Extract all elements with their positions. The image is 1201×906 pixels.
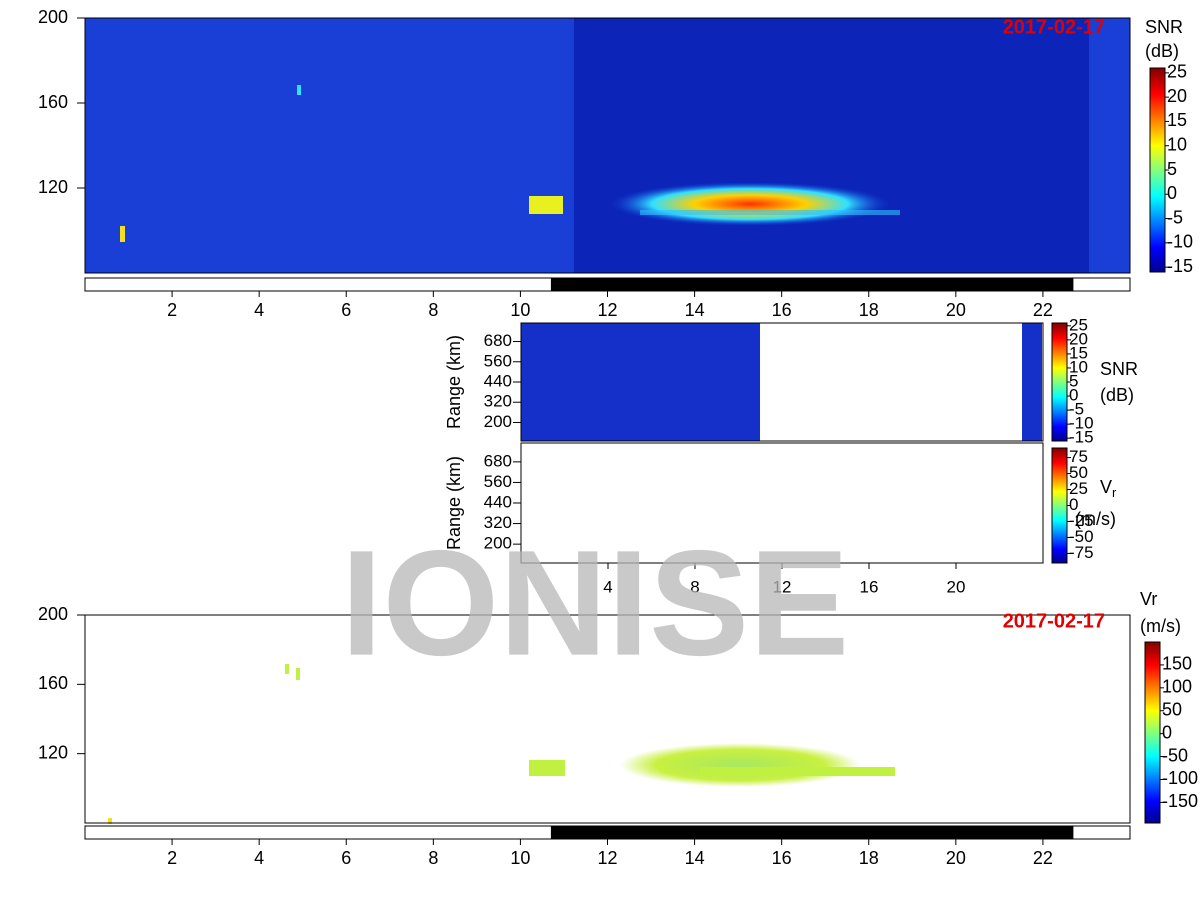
- x-tick-label: 16: [772, 848, 792, 868]
- colorbar-label-sub: r: [1112, 485, 1117, 500]
- colorbar-tick-label: 50: [1162, 699, 1182, 719]
- y-tick-label: 200: [484, 412, 512, 431]
- colorbar-tick-label: 0: [1069, 495, 1078, 514]
- y-tick-label: 200: [38, 7, 68, 27]
- x-tick-label: 22: [1033, 300, 1053, 320]
- colorbar-tick-label: 0: [1167, 183, 1177, 203]
- night-segment: [550, 278, 1074, 291]
- colorbar-tick-label: 150: [1162, 654, 1192, 674]
- colorbar-unit: (m/s): [1075, 509, 1116, 529]
- y-tick-label: 160: [38, 673, 68, 693]
- colorbar-tick-label: 25: [1069, 479, 1088, 498]
- x-tick-label: 14: [685, 300, 705, 320]
- x-tick-label: 10: [510, 848, 530, 868]
- colorbar-label: Vr: [1100, 477, 1117, 501]
- x-tick-label: 12: [597, 300, 617, 320]
- colorbar-tick-label: -150: [1162, 791, 1198, 811]
- heatmap-image: [85, 18, 1130, 824]
- colorbar: [1144, 641, 1161, 824]
- x-tick-label: 4: [254, 300, 264, 320]
- colorbar-tick-label: 5: [1167, 159, 1177, 179]
- y-tick-label: 200: [484, 534, 512, 553]
- colorbar-tick-label: 10: [1167, 134, 1187, 154]
- colorbar-tick-label: -50: [1162, 745, 1188, 765]
- plot-frame: [84, 614, 1131, 824]
- x-tick-label: 16: [860, 577, 879, 596]
- colorbar-tick-label: 25: [1069, 315, 1088, 334]
- x-tick-label: 4: [603, 577, 612, 596]
- night-segment: [550, 826, 1074, 839]
- colorbar-tick-label: -5: [1069, 400, 1084, 419]
- y-axis-label: Range (km): [444, 456, 464, 550]
- x-tick-label: 20: [946, 848, 966, 868]
- y-tick-label: 560: [484, 472, 512, 491]
- x-tick-label: 2: [167, 300, 177, 320]
- plot-frame: [84, 17, 1131, 274]
- colorbar-tick-label: -75: [1069, 543, 1094, 562]
- colorbar-label: Vr: [1140, 589, 1157, 609]
- y-tick-label: 200: [38, 604, 68, 624]
- y-tick-label: 440: [484, 371, 512, 390]
- x-tick-label: 18: [859, 300, 879, 320]
- colorbar-tick-label: 5: [1069, 371, 1078, 390]
- colorbar-tick-label: 0: [1069, 386, 1078, 405]
- x-tick-label: 20: [947, 577, 966, 596]
- colorbar-tick-label: 75: [1069, 447, 1088, 466]
- colorbar-tick-label: -25: [1069, 511, 1094, 530]
- colorbar-tick-label: 20: [1167, 86, 1187, 106]
- colorbar-tick-label: -15: [1069, 428, 1094, 447]
- x-tick-label: 8: [690, 577, 699, 596]
- colorbar-tick-label: 15: [1069, 343, 1088, 362]
- y-tick-label: 320: [484, 513, 512, 532]
- x-tick-label: 8: [428, 848, 438, 868]
- y-tick-label: 560: [484, 351, 512, 370]
- x-tick-label: 2: [167, 848, 177, 868]
- colorbar-tick-label: 10: [1069, 357, 1088, 376]
- x-tick-label: 10: [510, 300, 530, 320]
- colorbar-unit: (m/s): [1140, 616, 1181, 636]
- colorbar-tick-label: 50: [1069, 463, 1088, 482]
- y-tick-label: 440: [484, 492, 512, 511]
- colorbar-tick-label: -100: [1162, 768, 1198, 788]
- colorbar-unit: (dB): [1145, 41, 1179, 61]
- colorbar-tick-label: -10: [1167, 232, 1193, 252]
- colorbar-tick-label: 15: [1167, 110, 1187, 130]
- y-tick-label: 320: [484, 392, 512, 411]
- x-tick-label: 18: [859, 848, 879, 868]
- y-tick-label: 160: [38, 92, 68, 112]
- x-tick-label: 4: [254, 848, 264, 868]
- date-label: 2017-02-17: [1003, 16, 1105, 38]
- colorbar-unit: (dB): [1100, 385, 1134, 405]
- x-tick-label: 16: [772, 300, 792, 320]
- colorbar-tick-label: -10: [1069, 414, 1094, 433]
- x-tick-label: 6: [341, 848, 351, 868]
- colorbar: [1051, 447, 1068, 564]
- y-tick-label: 680: [484, 331, 512, 350]
- x-tick-label: 12: [773, 577, 792, 596]
- colorbar-tick-label: 20: [1069, 329, 1088, 348]
- colorbar-tick-label: -50: [1069, 527, 1094, 546]
- colorbar-tick-label: 25: [1167, 62, 1187, 82]
- colorbar-tick-label: -5: [1167, 207, 1183, 227]
- colorbar-tick-label: 100: [1162, 677, 1192, 697]
- x-tick-label: 12: [597, 848, 617, 868]
- colorbar-tick-label: -15: [1167, 256, 1193, 276]
- watermark: IONISE: [341, 519, 849, 687]
- y-tick-label: 120: [38, 177, 68, 197]
- y-tick-label: 120: [38, 742, 68, 762]
- date-label: 2017-02-17: [1003, 610, 1105, 632]
- colorbar: [1051, 322, 1068, 442]
- y-tick-label: 680: [484, 451, 512, 470]
- y-axis-label: Range (km): [444, 335, 464, 429]
- x-tick-label: 6: [341, 300, 351, 320]
- colorbar-tick-label: 0: [1162, 722, 1172, 742]
- colorbar-label: SNR: [1100, 359, 1138, 379]
- colorbar: [1149, 67, 1166, 273]
- x-tick-label: 22: [1033, 848, 1053, 868]
- colorbar-label: SNR: [1145, 17, 1183, 37]
- x-tick-label: 8: [428, 300, 438, 320]
- x-tick-label: 14: [685, 848, 705, 868]
- x-tick-label: 20: [946, 300, 966, 320]
